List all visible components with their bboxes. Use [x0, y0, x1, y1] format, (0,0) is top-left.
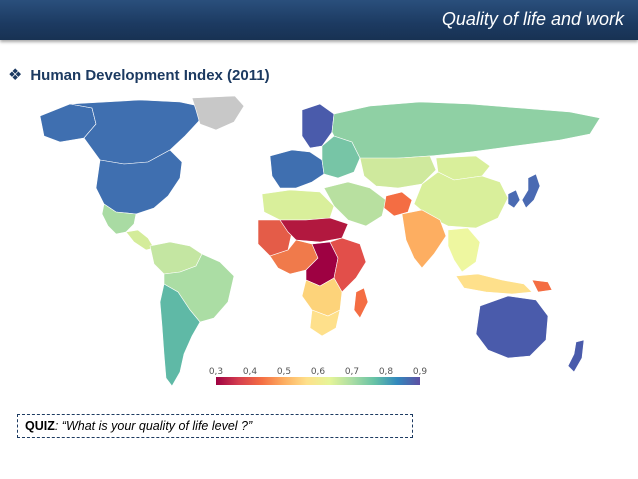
region-india	[401, 209, 447, 269]
region-central-america	[125, 229, 155, 251]
section-heading-text: Human Development Index (2011)	[30, 66, 270, 84]
region-argentina-chile	[159, 283, 201, 387]
legend-tick-label: 0,9	[413, 367, 428, 377]
region-east-africa	[329, 237, 367, 293]
header-title: Quality of life and work	[441, 9, 624, 29]
legend-tick-label: 0,3	[209, 367, 223, 377]
region-australia	[475, 295, 549, 359]
region-russia	[331, 101, 601, 161]
legend-tick-label: 0,4	[243, 367, 258, 377]
legend-tick-label: 0,7	[345, 367, 359, 377]
region-korea	[507, 189, 521, 209]
region-afghanistan	[383, 191, 413, 217]
section-heading: ❖ Human Development Index (2011)	[8, 64, 270, 86]
region-japan	[521, 173, 541, 209]
region-middle-east	[323, 181, 387, 227]
region-western-europe	[269, 149, 325, 189]
quiz-box: QUIZ: “What is your quality of life leve…	[17, 414, 413, 438]
region-papua-new-guinea	[531, 279, 553, 293]
legend-tick-label: 0,5	[277, 367, 291, 377]
region-madagascar	[353, 287, 369, 319]
region-south-africa	[309, 309, 341, 337]
diamond-bullet-icon: ❖	[8, 65, 23, 84]
legend-tick-label: 0,8	[379, 367, 394, 377]
region-north-africa	[261, 189, 335, 221]
region-new-zealand	[567, 339, 585, 373]
hdi-world-map: 0,3 0,4 0,5 0,6 0,7 0,8 0,9	[30, 96, 610, 402]
map-legend: 0,3 0,4 0,5 0,6 0,7 0,8 0,9	[209, 367, 428, 385]
region-southeast-asia	[447, 227, 481, 273]
region-indonesia	[455, 273, 533, 295]
legend-tick-label: 0,6	[311, 367, 326, 377]
quiz-label: QUIZ	[25, 419, 55, 433]
quiz-question: : “What is your quality of life level ?”	[54, 419, 253, 433]
header-bar: Quality of life and work	[0, 0, 638, 40]
region-scandinavia	[301, 103, 335, 149]
legend-color-bar	[216, 377, 420, 385]
region-greenland	[191, 96, 245, 131]
